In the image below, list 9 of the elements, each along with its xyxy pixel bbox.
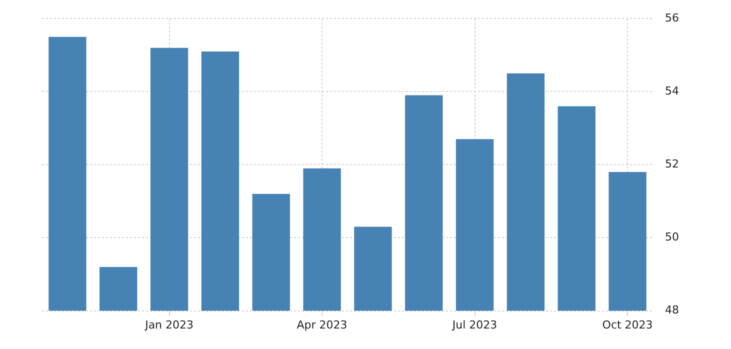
y-tick-label: 56	[665, 11, 680, 24]
y-tick-label: 50	[665, 230, 680, 244]
x-tick-label: Jul 2023	[451, 318, 498, 332]
x-tick-label: Apr 2023	[296, 318, 348, 332]
x-tick-label: Oct 2023	[602, 318, 653, 332]
y-tick-label: 52	[665, 158, 680, 171]
x-tick-label: Jan 2023	[144, 318, 194, 332]
y-tick-label: 48	[665, 304, 680, 317]
y-tick-label: 54	[665, 84, 680, 98]
